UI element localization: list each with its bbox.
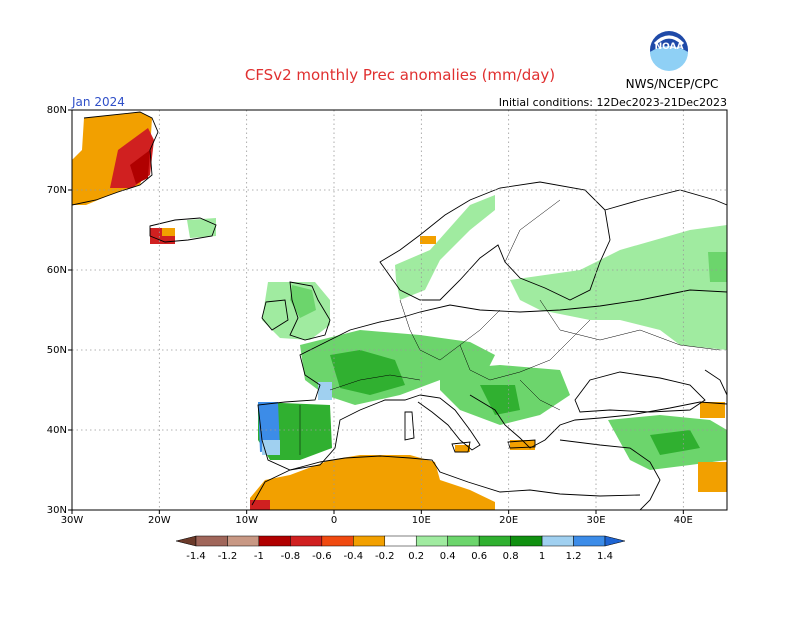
coast-britain bbox=[289, 281, 331, 341]
map-panel: 30W 20W 10W 0 10E 20E 30E 40E 30N 40N 50N 60N 70N 80… bbox=[47, 105, 728, 526]
x-tick-label: 20E bbox=[499, 515, 518, 526]
colorbar: -1.4 -1.2 -1 -0.8 -0.6 -0.4 -0.2 0.2 0.4 0.6 0.8 1 1… bbox=[175, 535, 626, 562]
y-tick-label: 60N bbox=[47, 265, 67, 276]
colorbar-label: -1 bbox=[254, 551, 264, 562]
coast-north-africa bbox=[251, 455, 641, 506]
coast-france-iberia bbox=[257, 339, 421, 471]
border-2 bbox=[459, 319, 591, 381]
coast-greenland bbox=[71, 111, 159, 206]
y-tick-label: 80N bbox=[47, 105, 67, 116]
colorbar-box bbox=[447, 535, 480, 547]
colorbar-label: 1 bbox=[539, 551, 545, 562]
anomaly-morocco-red bbox=[250, 500, 270, 510]
anomaly-caspian-orange bbox=[698, 462, 727, 492]
colorbar-label: 0.2 bbox=[408, 551, 424, 562]
x-tick-label: 10W bbox=[235, 515, 258, 526]
colorbar-box bbox=[415, 535, 448, 547]
colorbar-box bbox=[353, 535, 386, 547]
noaa-logo: NOAA bbox=[650, 31, 688, 71]
colorbar-label: -0.8 bbox=[281, 551, 301, 562]
colorbar-label: -0.2 bbox=[375, 551, 395, 562]
border-3 bbox=[329, 374, 421, 391]
colorbar-label: -0.6 bbox=[312, 551, 332, 562]
x-tick-label: 30W bbox=[61, 515, 84, 526]
coast-crete bbox=[507, 439, 536, 449]
coast-anatolia-levant bbox=[559, 439, 661, 511]
y-tick-label: 50N bbox=[47, 345, 67, 356]
anomaly-greenland-darkred bbox=[130, 150, 150, 184]
anomaly-biscay-blue bbox=[318, 382, 332, 400]
x-tick-label: 40E bbox=[674, 515, 693, 526]
border-4 bbox=[539, 299, 721, 351]
y-tick-label: 70N bbox=[47, 185, 67, 196]
x-tick-label: 0 bbox=[331, 515, 337, 526]
colorbar-box bbox=[384, 535, 417, 547]
colorbar-label: -0.4 bbox=[344, 551, 364, 562]
anomaly-caucasus-orange bbox=[700, 402, 725, 418]
colorbar-box bbox=[510, 535, 543, 547]
x-tick-label: 20W bbox=[148, 515, 171, 526]
anomaly-north-africa-orange bbox=[250, 455, 495, 510]
coast-caspian bbox=[704, 369, 728, 396]
colorbar-box bbox=[258, 535, 291, 547]
coast-continent bbox=[329, 289, 728, 341]
border-1 bbox=[399, 299, 501, 361]
colorbar-label: 0.6 bbox=[471, 551, 487, 562]
coast-sardinia-corsica bbox=[404, 411, 415, 441]
month-label: Jan 2024 bbox=[71, 95, 125, 109]
colorbar-box bbox=[321, 535, 354, 547]
colorbar-arrow-high bbox=[604, 535, 626, 547]
colorbar-arrow-low bbox=[175, 535, 197, 547]
agency-label: NWS/NCEP/CPC bbox=[626, 77, 719, 91]
anomaly-eastern-europe-green bbox=[510, 225, 727, 350]
anomaly-layer bbox=[72, 112, 727, 510]
anomaly-sicily-orange bbox=[455, 445, 470, 452]
y-tick-label: 40N bbox=[47, 425, 67, 436]
anomaly-iceland-green bbox=[187, 218, 216, 238]
colorbar-label: 0.4 bbox=[440, 551, 456, 562]
anomaly-uk-midgreen bbox=[290, 285, 316, 318]
colorbar-box bbox=[195, 535, 228, 547]
coast-sicily bbox=[451, 441, 471, 453]
colorbar-label: 0.8 bbox=[503, 551, 519, 562]
y-tick-label: 30N bbox=[47, 505, 67, 516]
anomaly-balkans-darkgreen bbox=[480, 385, 520, 415]
anomaly-portugal-lightblue bbox=[262, 440, 280, 455]
anomaly-norway-north-orange bbox=[420, 236, 436, 244]
anomaly-caucasus-darkgreen bbox=[650, 430, 700, 455]
y-axis-ticks: 30N 40N 50N 60N 70N 80N bbox=[47, 105, 72, 516]
noaa-logo-text: NOAA bbox=[655, 42, 684, 52]
colorbar-label: -1.2 bbox=[218, 551, 238, 562]
colorbar-box bbox=[478, 535, 511, 547]
coastlines bbox=[71, 111, 728, 511]
coast-balkans-greece bbox=[469, 394, 728, 449]
anomaly-iceland-orange bbox=[162, 228, 175, 236]
coast-black-sea bbox=[574, 371, 706, 413]
border-5 bbox=[519, 379, 561, 411]
anomaly-russia-midgreen bbox=[708, 252, 727, 282]
colorbar-box bbox=[541, 535, 574, 547]
colorbar-box bbox=[290, 535, 323, 547]
map-frame bbox=[71, 109, 728, 511]
coast-ireland bbox=[261, 299, 289, 331]
anomaly-portugal-blue bbox=[258, 402, 280, 452]
coast-italy bbox=[417, 394, 481, 451]
colorbar-box bbox=[573, 535, 606, 547]
colorbar-label: 1.4 bbox=[597, 551, 613, 562]
colorbar-label: 1.2 bbox=[566, 551, 582, 562]
x-tick-label: 30E bbox=[586, 515, 605, 526]
map-title: CFSv2 monthly Prec anomalies (mm/day) bbox=[245, 66, 555, 84]
colorbar-box bbox=[227, 535, 260, 547]
coast-scandinavia bbox=[379, 181, 611, 301]
x-tick-label: 10E bbox=[412, 515, 431, 526]
x-axis-ticks: 30W 20W 10W 0 10E 20E 30E 40E bbox=[61, 510, 693, 526]
coast-iceland bbox=[149, 217, 217, 243]
init-conditions-label: Initial conditions: 12Dec2023-21Dec2023 bbox=[499, 96, 727, 109]
country-borders bbox=[299, 199, 721, 455]
anomaly-norway-green bbox=[395, 195, 495, 300]
colorbar-label: -1.4 bbox=[186, 551, 206, 562]
border-7 bbox=[504, 199, 561, 263]
